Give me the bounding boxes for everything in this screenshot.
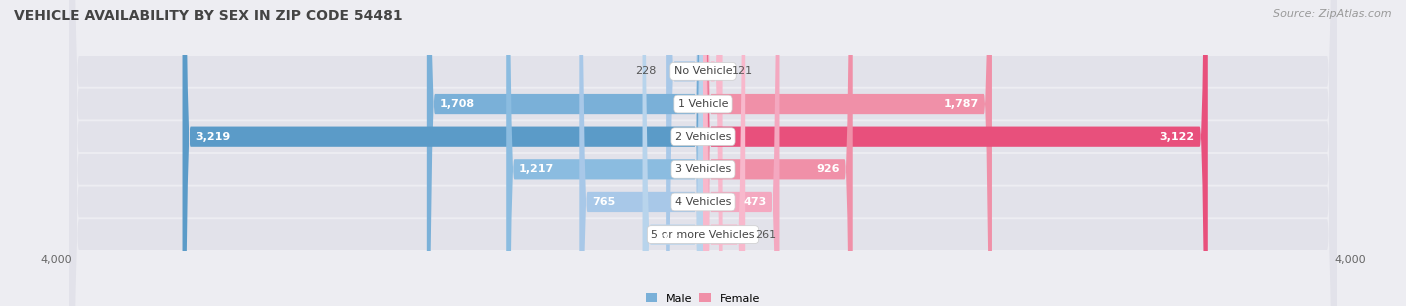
FancyBboxPatch shape — [703, 0, 1208, 306]
FancyBboxPatch shape — [703, 0, 779, 306]
FancyBboxPatch shape — [703, 0, 993, 306]
Text: 121: 121 — [733, 66, 754, 76]
Text: 1,708: 1,708 — [440, 99, 475, 109]
Text: 3,122: 3,122 — [1160, 132, 1195, 142]
Text: 4 Vehicles: 4 Vehicles — [675, 197, 731, 207]
Text: 1,787: 1,787 — [943, 99, 979, 109]
Text: 5 or more Vehicles: 5 or more Vehicles — [651, 230, 755, 240]
FancyBboxPatch shape — [666, 0, 703, 306]
FancyBboxPatch shape — [69, 0, 1337, 306]
FancyBboxPatch shape — [69, 0, 1337, 306]
Text: 2 Vehicles: 2 Vehicles — [675, 132, 731, 142]
Text: 926: 926 — [817, 164, 839, 174]
FancyBboxPatch shape — [703, 0, 852, 306]
FancyBboxPatch shape — [183, 0, 703, 306]
Text: 1 Vehicle: 1 Vehicle — [678, 99, 728, 109]
FancyBboxPatch shape — [69, 0, 1337, 306]
FancyBboxPatch shape — [69, 0, 1337, 306]
FancyBboxPatch shape — [427, 0, 703, 306]
FancyBboxPatch shape — [69, 0, 1337, 306]
FancyBboxPatch shape — [506, 0, 703, 306]
Text: VEHICLE AVAILABILITY BY SEX IN ZIP CODE 54481: VEHICLE AVAILABILITY BY SEX IN ZIP CODE … — [14, 9, 402, 23]
Text: 1,217: 1,217 — [519, 164, 554, 174]
Text: No Vehicle: No Vehicle — [673, 66, 733, 76]
FancyBboxPatch shape — [703, 0, 723, 306]
FancyBboxPatch shape — [69, 0, 1337, 306]
Text: 473: 473 — [744, 197, 766, 207]
Text: 228: 228 — [636, 66, 657, 76]
Text: Source: ZipAtlas.com: Source: ZipAtlas.com — [1274, 9, 1392, 19]
Text: 3,219: 3,219 — [195, 132, 231, 142]
FancyBboxPatch shape — [643, 0, 703, 306]
Text: 3 Vehicles: 3 Vehicles — [675, 164, 731, 174]
Text: 374: 374 — [655, 230, 679, 240]
Text: 261: 261 — [755, 230, 776, 240]
FancyBboxPatch shape — [703, 0, 745, 306]
FancyBboxPatch shape — [579, 0, 703, 306]
Legend: Male, Female: Male, Female — [641, 289, 765, 306]
Text: 765: 765 — [592, 197, 616, 207]
